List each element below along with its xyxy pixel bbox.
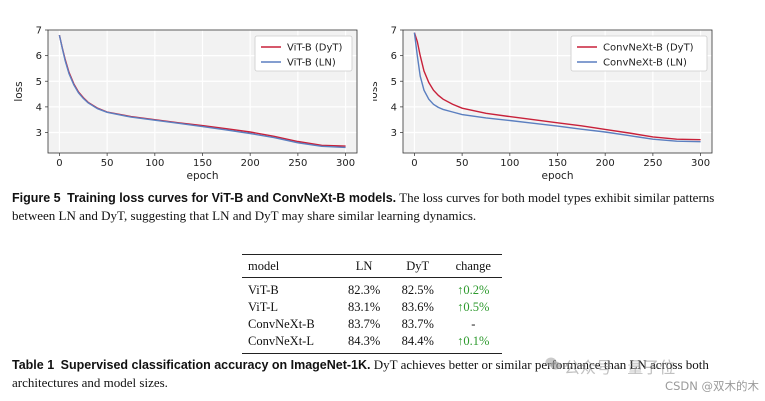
table-caption: Table 1 Supervised classification accura… — [12, 356, 754, 392]
watermark-wechat: 公众号 · 量子位 — [564, 358, 676, 377]
cell-model: ConvNeXt-L — [242, 333, 338, 354]
x-axis-label: epoch — [187, 170, 219, 182]
y-tick-label: 5 — [391, 77, 397, 88]
table-row: ConvNeXt-B 83.7% 83.7% - — [242, 316, 502, 333]
figure-label: Figure 5 — [12, 191, 61, 205]
legend-label: ViT-B (LN) — [287, 58, 336, 69]
series-line — [58, 34, 346, 149]
y-tick-label: 4 — [391, 102, 397, 113]
cell-ln: 83.7% — [347, 317, 381, 331]
x-tick-label: 200 — [241, 158, 260, 169]
x-tick-label: 250 — [288, 158, 307, 169]
wechat-icon — [545, 357, 561, 370]
legend-label: ViT-B (DyT) — [287, 43, 343, 54]
cell-ln: 82.3% — [347, 283, 381, 297]
x-tick-label: 50 — [456, 158, 469, 169]
x-axis-label: epoch — [542, 170, 574, 182]
figure-caption: Figure 5 Training loss curves for ViT-B … — [12, 189, 754, 225]
table-header-row: model LN DyT change — [242, 254, 502, 278]
plot-frame — [47, 29, 358, 154]
col-header-change: change — [444, 254, 502, 278]
x-tick-label: 200 — [596, 158, 615, 169]
table-row: ConvNeXt-L 84.3% 84.4% ↑0.1% — [242, 333, 502, 354]
chart-vit-loss: 0 50 100 150 200 250 300 3 4 5 6 7 epoch loss ViT-B (D… — [13, 26, 358, 182]
series-line — [413, 32, 701, 141]
cell-dyt: 83.7% — [401, 317, 434, 331]
table-caption-title: Supervised classification accuracy on Im… — [60, 358, 371, 372]
cell-model: ViT-L — [248, 300, 279, 314]
x-tick-label: 100 — [145, 158, 164, 169]
x-tick-label: 100 — [500, 158, 519, 169]
table-row: ViT-L 83.1% 83.6% ↑0.5% — [242, 299, 502, 316]
col-header-model: model — [242, 254, 338, 278]
cell-model: ViT-B — [248, 283, 279, 297]
y-axis-label: loss — [13, 81, 25, 101]
watermark-csdn: CSDN @双木的木 — [665, 379, 759, 393]
legend-label: ConvNeXt-B (LN) — [603, 58, 687, 69]
x-tick-label: 50 — [101, 158, 114, 169]
cell-change: - — [471, 317, 476, 331]
legend-label: ConvNeXt-B (DyT) — [603, 43, 694, 54]
table-row: ViT-B 82.3% 82.5% ↑0.2% — [242, 278, 502, 300]
y-tick-label: 7 — [36, 26, 42, 37]
table-label: Table 1 — [12, 358, 55, 372]
cell-change: ↑0.1% — [444, 333, 502, 354]
cell-ln: 83.1% — [347, 300, 381, 314]
x-tick-label: 150 — [548, 158, 567, 169]
x-tick-label: 150 — [193, 158, 212, 169]
x-tick-label: 0 — [56, 158, 62, 169]
figure-caption-text: The loss curves for both model types exh… — [12, 190, 715, 223]
legend-box — [570, 35, 708, 72]
y-tick-label: 4 — [36, 102, 42, 113]
y-tick-label: 7 — [391, 26, 397, 37]
y-tick-label: 3 — [391, 128, 397, 139]
col-header-dyt: DyT — [390, 254, 445, 278]
series-line — [413, 32, 701, 143]
y-tick-label: 5 — [36, 77, 42, 88]
figure-caption-title: Training loss curves for ViT-B and ConvN… — [67, 191, 397, 205]
cell-ln: 84.3% — [337, 333, 391, 354]
plot-frame — [402, 29, 713, 154]
y-tick-label: 3 — [36, 128, 42, 139]
cell-change: ↑0.2% — [457, 283, 490, 297]
chart-convnext-loss: 0 50 100 150 200 250 300 3 4 5 6 7 epoch loss ConvNeXt… — [373, 26, 713, 182]
y-tick-label: 6 — [391, 51, 397, 62]
y-axis-label: loss — [373, 81, 380, 101]
x-tick-label: 0 — [411, 158, 417, 169]
cell-dyt: 82.5% — [401, 283, 434, 297]
col-header-ln: LN — [337, 254, 391, 278]
cell-dyt: 83.6% — [401, 300, 434, 314]
accuracy-table: model LN DyT change ViT-B 82.3% 82.5% ↑0… — [242, 254, 502, 354]
y-tick-label: 6 — [36, 51, 42, 62]
cell-model: ConvNeXt-B — [248, 317, 315, 331]
x-tick-label: 300 — [691, 158, 710, 169]
x-tick-label: 300 — [336, 158, 355, 169]
cell-dyt: 84.4% — [390, 333, 445, 354]
x-tick-label: 250 — [643, 158, 662, 169]
table-caption-text: DyT achieves better or similar performan… — [12, 357, 709, 390]
cell-change: ↑0.5% — [457, 300, 490, 314]
